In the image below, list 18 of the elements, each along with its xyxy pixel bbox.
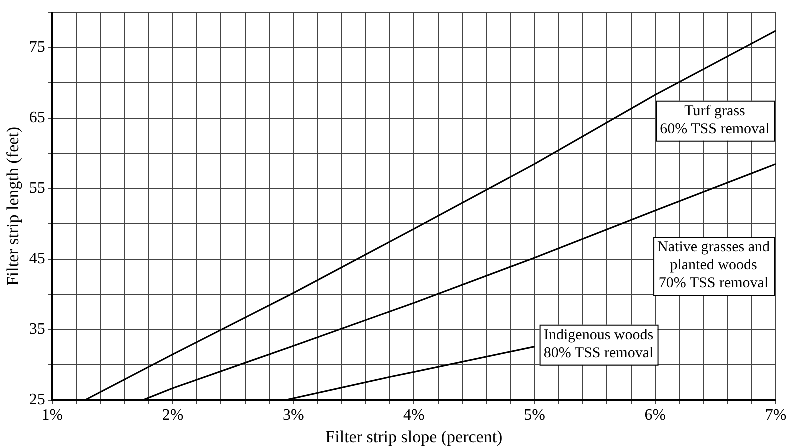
x-tick-label: 2% [162,407,184,424]
x-tick-label: 5% [524,407,546,424]
y-tick-label: 75 [29,39,46,56]
x-tick-label: 1% [42,407,64,424]
x-tick-label: 3% [282,407,304,424]
x-tick-label: 4% [404,407,425,424]
series-label: Indigenous woods 80% TSS removal [544,327,654,362]
x-axis-title: Filter strip slope (percent) [326,427,503,446]
y-tick-label: 35 [29,321,46,338]
series-label: Turf grass 60% TSS removal [660,103,770,138]
y-tick-label: 25 [29,392,46,409]
x-tick-label: 7% [765,407,787,424]
y-tick-label: 45 [29,250,46,268]
y-axis-title: Filter strip length (feet) [4,126,23,286]
series-label: Native grasses and planted woods 70% TSS removal [658,240,770,292]
x-tick-label: 6% [644,407,666,424]
y-tick-label: 65 [29,110,46,127]
y-tick-label: 55 [29,180,46,198]
